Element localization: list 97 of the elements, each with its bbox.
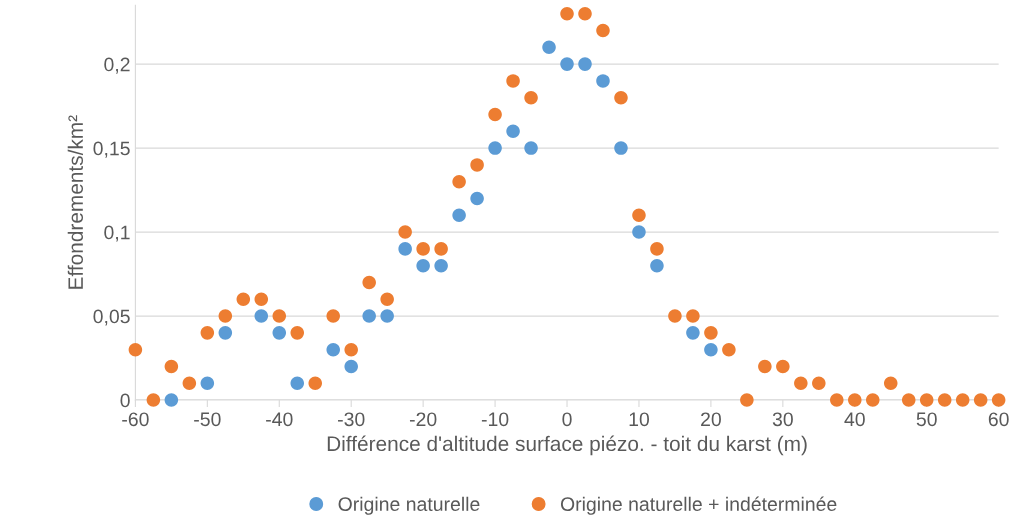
point [344,342,358,357]
point [254,292,269,307]
point [470,158,484,172]
point [794,376,808,391]
point [272,309,287,323]
point [434,258,448,273]
point [200,376,215,391]
x-tick-label: -20 [409,412,437,427]
point [398,225,412,239]
point [524,141,538,155]
point [991,393,1006,407]
point [758,359,772,374]
point [919,393,934,407]
point [398,242,412,256]
x-axis-title: Différence d'altitude surface piézo. - toit du karst (m) [327,435,807,456]
x-tick-label: 50 [916,412,937,427]
point [848,393,862,407]
x-tick-label: -40 [266,412,293,427]
point [560,57,574,71]
point [344,359,358,374]
point [937,393,952,407]
x-tick-label: 40 [844,412,865,427]
point [290,326,305,340]
point [955,393,970,407]
point [830,393,844,407]
point [380,309,394,323]
point [254,309,269,323]
point [416,242,430,256]
point [470,191,484,206]
y-tick-label: 0 [120,393,130,408]
point [614,90,628,105]
x-tick-label: -60 [122,412,149,427]
point [380,292,394,307]
point [308,376,323,391]
point [686,326,700,340]
point [200,326,215,340]
point [866,393,880,407]
point [128,342,143,357]
point [164,359,179,374]
point [722,342,736,357]
x-tick-label: 30 [772,412,793,427]
y-tick-label: 0,15 [93,141,130,158]
point [362,309,376,323]
point [416,258,430,273]
x-tick-label: 10 [629,412,650,427]
point [578,57,592,71]
point [218,326,233,340]
x-tick-label: 0 [562,412,572,427]
point [776,359,790,374]
y-tick-label: 0,05 [93,309,130,326]
x-tick-label: -30 [338,412,365,427]
point [614,141,628,155]
point [704,326,718,340]
x-tick-label: -50 [194,412,221,427]
point [146,393,161,407]
point [632,208,646,223]
point [218,309,233,323]
legend-label: Origine naturelle + indéterminée [560,496,837,515]
point [686,309,700,323]
point [578,6,592,21]
x-tick-label: -10 [481,412,509,427]
point [668,309,682,323]
x-tick-label: 20 [701,412,721,427]
point [290,376,305,391]
point [560,6,574,21]
point [883,376,898,391]
point [650,258,664,273]
x-tick-label: 60 [988,412,1009,427]
y-tick-label: 0,1 [104,225,130,242]
point [488,141,502,155]
point [488,107,502,122]
point [901,393,916,407]
point [434,242,448,256]
point [740,393,754,407]
legend-label: Origine naturelle [338,496,480,515]
point [272,326,287,340]
point [326,309,340,323]
point [596,74,610,88]
y-axis-title: Effondrements/km² [67,115,84,289]
point [506,124,520,139]
point [973,393,988,407]
point [452,174,466,189]
point [632,225,646,239]
point [596,23,610,38]
point [704,342,718,357]
point [650,242,664,256]
y-tick-label: 0,2 [104,57,130,74]
point [812,376,826,391]
point [326,342,340,357]
point [362,275,376,290]
point [524,90,538,105]
point [542,40,556,55]
point [236,292,251,307]
point [164,393,179,407]
point [452,208,466,223]
point [506,74,520,88]
point [182,376,197,391]
